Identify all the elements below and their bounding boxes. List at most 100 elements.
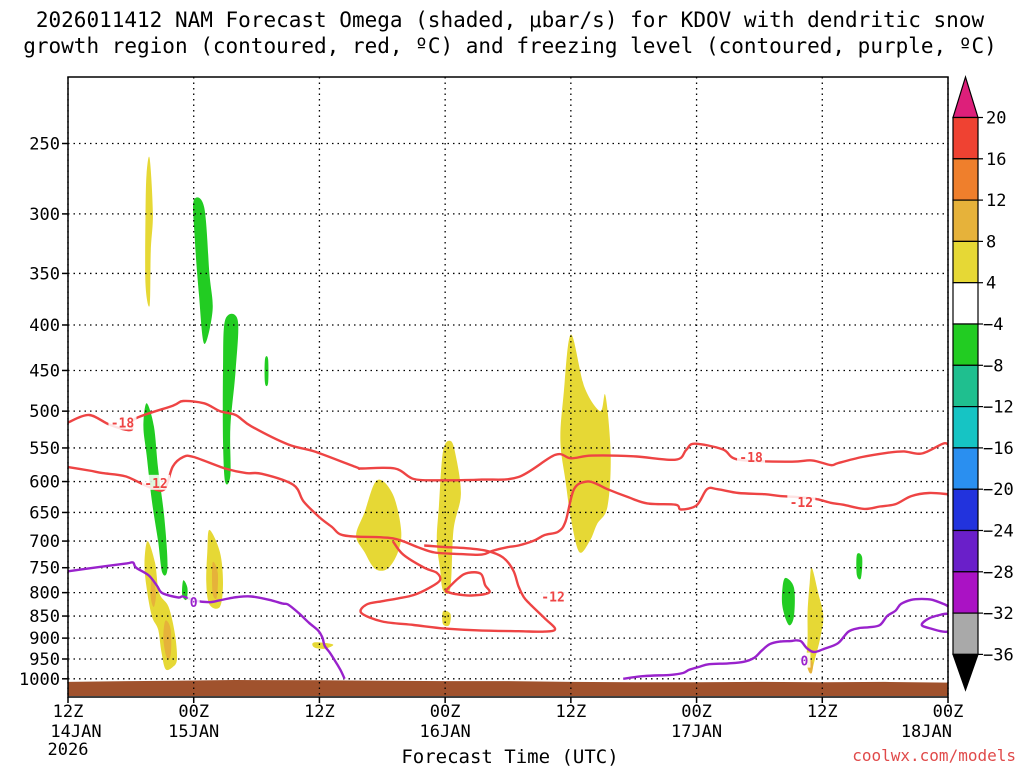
x-date-label-60: 17JAN: [671, 722, 722, 742]
plot-frame: [67, 76, 949, 698]
chart-title-line-2: growth region (contoured, red, ºC) and f…: [23, 34, 997, 58]
colorbar-label-2: 12: [986, 191, 1006, 211]
x-tick-label-60: 00Z: [681, 702, 712, 722]
colorbar-label-9: −20: [983, 480, 1014, 500]
y-tick-label-250: 250: [29, 135, 60, 155]
x-tick-label-36: 00Z: [430, 702, 461, 722]
contour-label-2: -12: [144, 477, 167, 492]
y-tick-label-750: 750: [29, 559, 60, 579]
contour-label-7: 0: [801, 655, 809, 670]
omega-region-16: [560, 334, 611, 553]
terrain-surface: [68, 680, 948, 696]
colorbar-label-12: −32: [983, 604, 1014, 624]
colorbar-segment-8: [952, 406, 979, 449]
y-tick-label-850: 850: [29, 607, 60, 627]
colorbar-label-3: 8: [986, 232, 996, 252]
y-tick-label-300: 300: [29, 205, 60, 225]
colorbar-segment-2: [952, 158, 979, 201]
y-tick-label-700: 700: [29, 532, 60, 552]
omega-region-2: [193, 197, 213, 344]
x-date-label-84: 18JAN: [901, 722, 952, 742]
dendritic-contour-3: [359, 540, 557, 633]
colorbar-label-6: −8: [983, 356, 1003, 376]
colorbar-label-0: 20: [986, 109, 1006, 129]
colorbar-segment-4: [952, 240, 979, 284]
omega-region-12: [312, 642, 334, 649]
colorbar-label-8: −16: [983, 439, 1014, 459]
x-date-label-12: 15JAN: [168, 722, 219, 742]
x-axis-label: Forecast Time (UTC): [401, 746, 618, 768]
x-tick-label-12: 00Z: [178, 702, 209, 722]
colorbar-segment-11: [952, 529, 979, 573]
x-year-label-0: 2026: [48, 740, 89, 760]
dendritic-contour-4: [444, 571, 491, 597]
omega-region-17: [781, 577, 795, 626]
colorbar: 20 16 12 8 4 −4 −8 −12 −16 −20 −24 −28 −32 −36: [952, 74, 1014, 692]
freezing-level-contour-5: [67, 561, 346, 680]
chart-title-line-1: 2026011412 NAM Forecast Omega (shaded, μ…: [36, 8, 985, 32]
y-tick-label-1000: 1000: [19, 670, 60, 690]
y-tick-label-600: 600: [29, 473, 60, 493]
colorbar-bottom-triangle: [952, 653, 979, 692]
contour-label-5: -12: [541, 590, 564, 605]
y-tick-label-650: 650: [29, 503, 60, 523]
colorbar-segment-13: [952, 612, 979, 655]
x-tick-label-48: 12Z: [555, 702, 586, 722]
contour-label-bg-2: [142, 474, 170, 490]
colorbar-top-triangle: [952, 74, 979, 119]
colorbar-segment-3: [952, 199, 979, 243]
x-tick-label-72: 12Z: [807, 702, 838, 722]
omega-region-14: [436, 440, 461, 595]
contour-label-bg-4: [787, 494, 816, 510]
colorbar-label-13: −36: [983, 645, 1014, 665]
colorbar-label-4: 4: [986, 274, 996, 294]
x-date-label-36: 16JAN: [420, 722, 471, 742]
x-tick-label-0: 12Z: [53, 702, 84, 722]
dendritic-contour-1: [67, 399, 949, 482]
omega-region-8: [163, 620, 172, 659]
colorbar-label-11: −28: [983, 563, 1014, 583]
contour-label-bg-6: [187, 594, 200, 610]
plot-area: -18 -12 -18 -12 -12 0 0 250 300 350 400 450 500 550 60…: [19, 76, 964, 760]
colorbar-segment-7: [952, 364, 979, 408]
x-tick-label-24: 12Z: [304, 702, 335, 722]
y-tick-label-500: 500: [29, 402, 60, 422]
omega-region-20: [856, 553, 863, 580]
x-date-label-0: 14JAN: [50, 722, 101, 742]
omega-region-4: [264, 356, 269, 387]
colorbar-segment-10: [952, 488, 979, 532]
contour-label-1: -18: [111, 417, 135, 432]
credit-text: coolwx.com/models: [852, 746, 1016, 765]
colorbar-segment-12: [952, 571, 979, 614]
contour-label-bg-7: [798, 652, 811, 668]
x-tick-label-84: 00Z: [933, 702, 964, 722]
colorbar-segment-6: [952, 323, 979, 366]
colorbar-label-10: −24: [983, 522, 1014, 542]
y-tick-label-950: 950: [29, 650, 60, 670]
contour-label-4: -12: [790, 496, 813, 511]
y-tick-label-450: 450: [29, 361, 60, 381]
colorbar-segment-1: [952, 116, 979, 160]
contour-label-bg-5: [539, 588, 568, 604]
y-tick-label-400: 400: [29, 316, 60, 336]
colorbar-segment-9: [952, 447, 979, 490]
contour-label-6: 0: [190, 596, 198, 611]
freezing-level-contour-7: [920, 612, 949, 634]
y-tick-label-350: 350: [29, 264, 60, 284]
omega-region-13: [356, 479, 402, 571]
colorbar-label-1: 16: [986, 150, 1006, 170]
y-tick-label-550: 550: [29, 439, 60, 459]
omega-region-3: [222, 313, 239, 485]
colorbar-segment-5: [952, 282, 979, 325]
colorbar-label-5: −4: [983, 315, 1003, 335]
y-tick-label-800: 800: [29, 584, 60, 604]
contour-label-3: -18: [739, 451, 763, 466]
y-tick-label-900: 900: [29, 629, 60, 649]
contour-label-bg-3: [737, 448, 766, 464]
omega-region-15: [442, 610, 451, 627]
contour-label-bg-1: [108, 414, 137, 430]
omega-region-11: [182, 580, 188, 601]
omega-region-1: [145, 156, 153, 307]
omega-region-18: [806, 567, 824, 674]
